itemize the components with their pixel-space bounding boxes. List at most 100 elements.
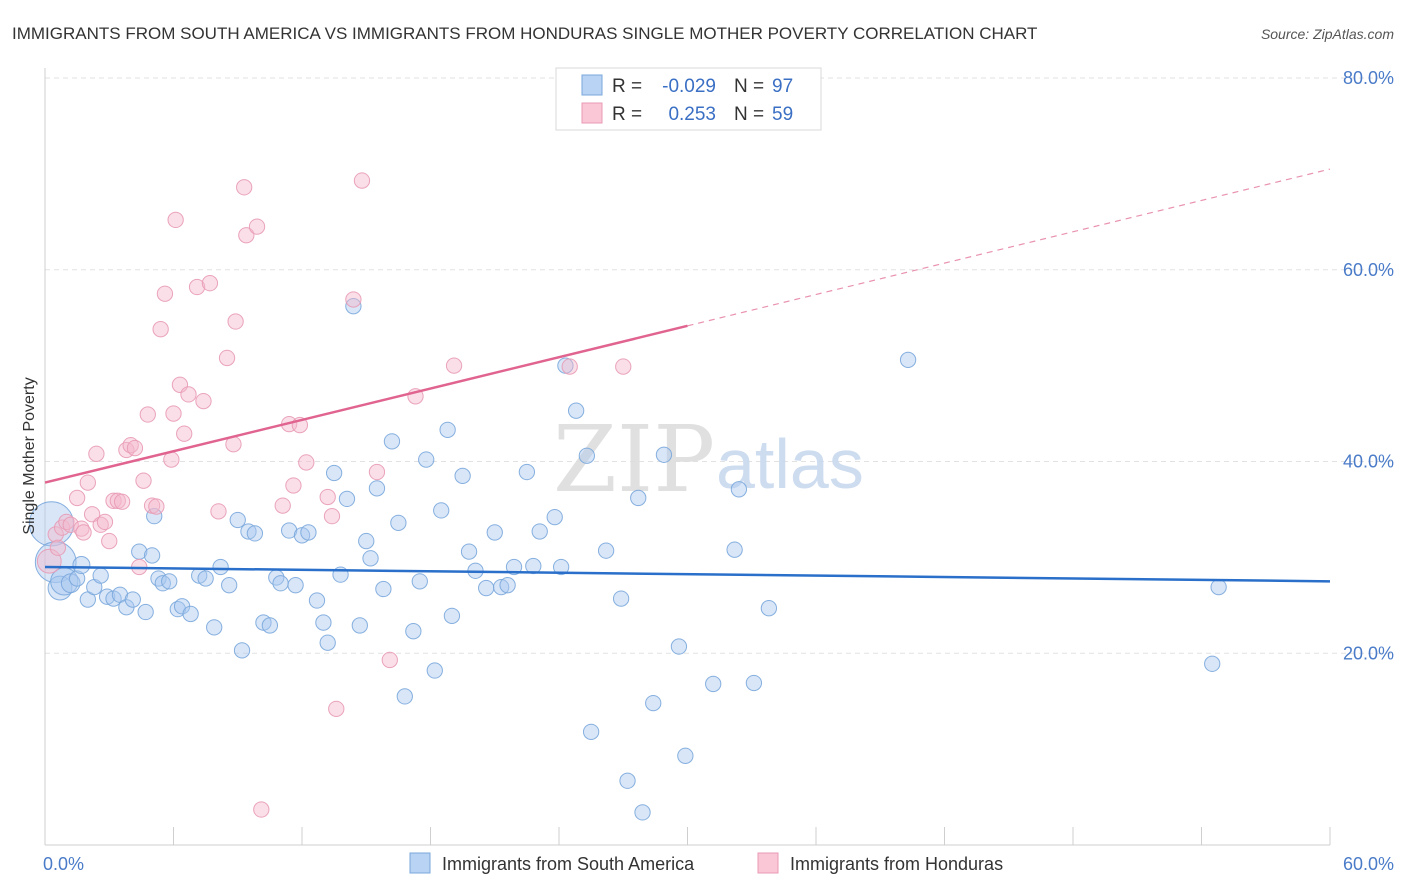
- legend-top-r-label-pink: R =: [612, 104, 642, 125]
- watermark-atlas: atlas: [716, 425, 864, 503]
- south-america-point-93: [745, 674, 763, 692]
- honduras-point-9: [79, 474, 96, 491]
- south-america-point-9: [92, 567, 109, 584]
- south-america-point-51: [362, 550, 379, 567]
- legend-top-n-label-blue: N =: [734, 76, 764, 97]
- south-america-point-84: [630, 489, 647, 507]
- south-america-point-44: [319, 634, 336, 651]
- legend-bottom-label-honduras: Immigrants from Honduras: [790, 854, 1003, 874]
- south-america-point-2: [47, 575, 73, 601]
- honduras-point-8: [75, 524, 92, 541]
- south-america-point-27: [206, 619, 223, 636]
- honduras-point-50: [319, 488, 336, 506]
- south-america-point-95: [899, 351, 917, 369]
- honduras-point-17: [113, 493, 131, 510]
- honduras-point-32: [176, 425, 193, 442]
- honduras-point-58: [445, 357, 463, 374]
- south-america-point-52: [368, 480, 386, 497]
- south-america-point-80: [582, 723, 600, 741]
- south-america-point-30: [229, 511, 246, 529]
- honduras-point-51: [323, 507, 341, 525]
- honduras-point-12: [92, 516, 109, 533]
- south-america-point-75: [546, 508, 563, 526]
- south-america-point-64: [454, 467, 471, 485]
- south-america-point-86: [645, 694, 662, 712]
- honduras-point-55: [368, 463, 386, 481]
- south-america-point-47: [338, 490, 356, 508]
- series-south-america-points: [28, 298, 1227, 821]
- south-america-point-71: [505, 558, 523, 576]
- honduras-point-37: [210, 503, 227, 520]
- south-america-point-29: [221, 577, 238, 594]
- honduras-point-34: [188, 278, 206, 296]
- south-america-point-56: [396, 688, 413, 705]
- south-america-point-83: [619, 772, 636, 789]
- south-america-point-62: [439, 421, 456, 439]
- honduras-point-23: [139, 406, 156, 423]
- south-america-point-19: [150, 570, 167, 587]
- trend-lines: [44, 168, 1331, 583]
- south-america-point-97: [1210, 578, 1227, 596]
- south-america-point-16: [137, 603, 154, 621]
- legend-top-n-value-pink: 59: [772, 104, 793, 125]
- south-america-point-42: [308, 592, 326, 609]
- south-america-trend-line: [44, 565, 1331, 583]
- south-america-point-5: [68, 570, 86, 587]
- south-america-point-39: [287, 577, 304, 594]
- honduras-point-59: [561, 358, 578, 375]
- honduras-point-38: [218, 349, 236, 367]
- south-america-point-45: [325, 464, 343, 482]
- honduras-point-56: [381, 651, 398, 669]
- south-america-point-89: [677, 747, 694, 764]
- south-america-point-92: [730, 481, 748, 498]
- honduras-point-43: [248, 218, 266, 235]
- chart-source: Source: ZipAtlas.com: [1261, 26, 1394, 42]
- series-honduras-points: [36, 172, 632, 818]
- south-america-point-22: [169, 600, 186, 618]
- honduras-point-20: [126, 439, 144, 457]
- honduras-point-30: [167, 211, 184, 229]
- south-america-point-53: [375, 580, 392, 598]
- south-america-point-18: [146, 507, 163, 525]
- south-america-point-6: [72, 556, 91, 575]
- south-america-point-90: [705, 675, 722, 693]
- legend-top-n-value-blue: 97: [772, 76, 793, 97]
- legend-top-swatch-blue: [581, 74, 603, 96]
- south-america-point-48: [345, 298, 362, 315]
- honduras-point-60: [615, 358, 632, 375]
- legend-top-n-label-pink: N =: [734, 104, 764, 125]
- south-america-point-57: [405, 623, 422, 640]
- south-america-point-68: [486, 524, 503, 541]
- south-america-point-21: [161, 573, 178, 590]
- south-america-point-49: [351, 617, 368, 634]
- south-america-point-24: [182, 605, 199, 623]
- honduras-point-5: [62, 516, 79, 533]
- honduras-point-35: [195, 392, 212, 410]
- south-america-point-87: [655, 446, 673, 463]
- south-america-point-54: [383, 433, 401, 450]
- honduras-point-29: [165, 405, 182, 422]
- honduras-point-1: [47, 526, 64, 543]
- honduras-point-22: [135, 472, 152, 489]
- south-america-point-28: [212, 558, 229, 576]
- honduras-point-27: [156, 285, 174, 302]
- south-america-point-38: [281, 522, 298, 539]
- honduras-point-10: [83, 506, 101, 523]
- honduras-point-52: [328, 700, 345, 718]
- south-america-point-88: [670, 638, 688, 655]
- south-america-point-10: [98, 588, 116, 605]
- honduras-point-41: [236, 179, 253, 196]
- south-america-point-70: [499, 577, 516, 594]
- honduras-point-13: [96, 513, 114, 531]
- south-america-point-91: [726, 541, 743, 558]
- y-tick-label-40: 40.0%: [1343, 452, 1394, 472]
- south-america-point-65: [460, 543, 478, 560]
- honduras-point-4: [58, 513, 75, 531]
- south-america-point-14: [124, 591, 141, 608]
- honduras-point-26: [152, 321, 169, 338]
- honduras-point-42: [238, 227, 255, 244]
- legend-top: R = -0.029 N = 97 R = 0.253 N = 59: [555, 67, 822, 131]
- honduras-point-6: [68, 489, 86, 507]
- honduras-point-47: [285, 477, 302, 494]
